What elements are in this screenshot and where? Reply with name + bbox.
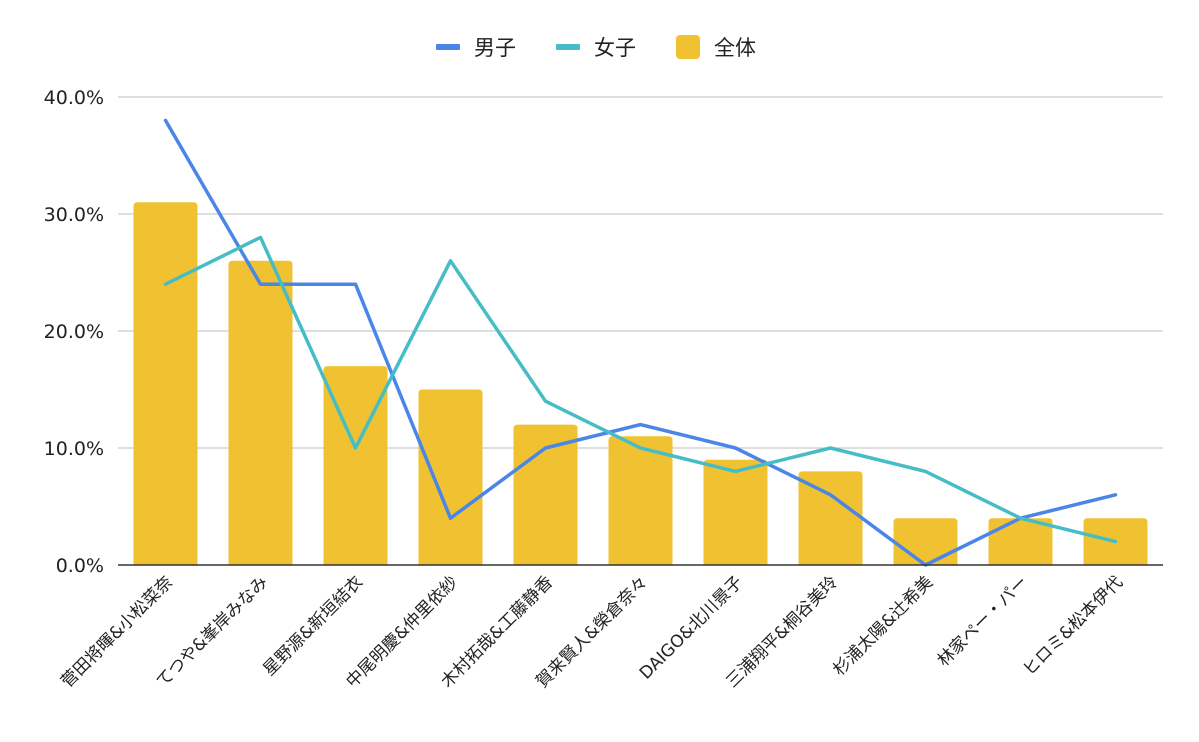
- legend-label: 男子: [474, 36, 516, 60]
- y-axis-ticks: 0.0% 10.0% 20.0% 30.0% 40.0%: [44, 87, 104, 577]
- series-line: [163, 235, 1118, 544]
- y-tick-label: 30.0%: [44, 204, 104, 226]
- bar: [133, 202, 198, 566]
- bar: [893, 518, 958, 565]
- y-tick-label: 20.0%: [44, 321, 104, 343]
- legend-label: 全体: [714, 36, 756, 60]
- legend: 男子 女子 全体: [436, 35, 756, 60]
- bars-series: [133, 202, 1148, 566]
- x-category-label: 星野源&新垣結衣: [259, 572, 367, 680]
- y-tick-label: 10.0%: [44, 438, 104, 460]
- x-category-label: 林家ペー・パー: [934, 572, 1032, 670]
- y-tick-label: 40.0%: [44, 87, 104, 109]
- legend-swatch-line: [436, 44, 460, 50]
- bar: [608, 436, 673, 565]
- bar: [703, 459, 768, 565]
- bar: [228, 260, 293, 565]
- legend-label: 女子: [594, 36, 636, 60]
- x-category-label: 杉浦太陽&辻希美: [829, 572, 937, 680]
- y-tick-label: 0.0%: [56, 555, 104, 577]
- series-line: [163, 118, 1118, 567]
- x-axis-categories: 菅田将暉&小松菜奈てつや&峯岸みなみ星野源&新垣結衣中尾明慶&仲里依紗木村拓哉&…: [57, 572, 1127, 692]
- x-category-label: DAIGO&北川景子: [636, 572, 747, 683]
- bar: [513, 424, 578, 565]
- bar: [988, 518, 1053, 565]
- legend-swatch-box: [676, 35, 700, 59]
- legend-swatch-line: [556, 44, 580, 50]
- bar: [798, 471, 863, 565]
- line-series: [163, 118, 1118, 567]
- x-category-label: ヒロミ&松本伊代: [1019, 572, 1127, 680]
- bar: [418, 389, 483, 565]
